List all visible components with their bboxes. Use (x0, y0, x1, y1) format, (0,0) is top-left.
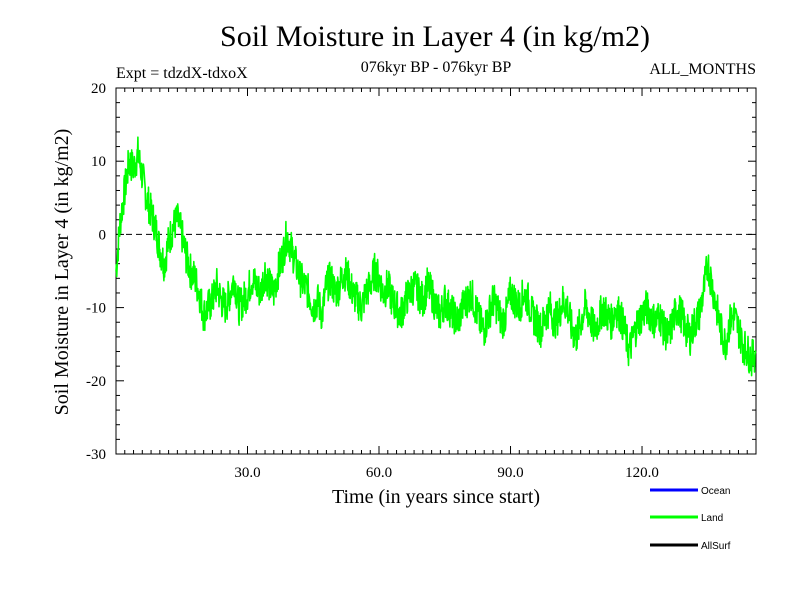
plot-frame (115, 87, 757, 455)
months-label: ALL_MONTHS (649, 61, 756, 78)
x-axis-label: Time (in years since start) (332, 486, 540, 508)
chart-title: Soil Moisture in Layer 4 (in kg/m2) (220, 20, 650, 53)
series-line-land (115, 136, 757, 377)
legend-label-allsurf: AllSurf (701, 541, 731, 552)
legend: Ocean Land AllSurf (650, 486, 731, 552)
period-label: 076kyr BP - 076kyr BP (361, 59, 512, 76)
y-tick-label: -20 (86, 374, 106, 390)
y-tick-label: 10 (91, 154, 106, 170)
y-tick-label: 20 (91, 81, 106, 97)
legend-label-land: Land (701, 513, 723, 524)
plot-area: 30.0 60.0 90.0 120.0 -30 -20 -10 0 10 20 (86, 81, 757, 481)
y-axis-label: Soil Moisture in Layer 4 (in kg/m2) (51, 129, 73, 416)
x-tick-label: 30.0 (234, 465, 260, 481)
x-tick-label: 90.0 (497, 465, 523, 481)
x-tick-label: 60.0 (366, 465, 392, 481)
legend-label-ocean: Ocean (701, 486, 730, 497)
y-tick-label: -30 (86, 447, 106, 463)
experiment-label: Expt = tdzdX-tdxoX (116, 65, 248, 82)
y-tick-label: -10 (86, 301, 106, 317)
x-tick-label: 120.0 (625, 465, 659, 481)
y-tick-label: 0 (99, 227, 107, 243)
